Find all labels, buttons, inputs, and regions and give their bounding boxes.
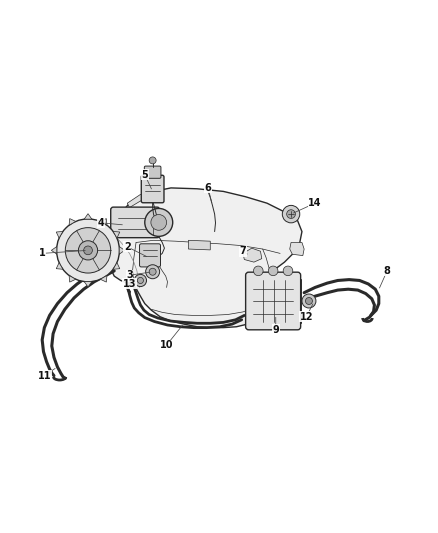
Text: 13: 13 <box>123 279 136 289</box>
Text: 10: 10 <box>160 340 173 350</box>
Circle shape <box>283 266 293 276</box>
Circle shape <box>146 265 159 279</box>
Polygon shape <box>100 219 107 225</box>
Polygon shape <box>119 247 125 254</box>
Text: 12: 12 <box>300 312 313 322</box>
Circle shape <box>151 215 166 230</box>
Text: 14: 14 <box>308 198 322 208</box>
Polygon shape <box>69 276 76 282</box>
Text: 5: 5 <box>141 170 148 180</box>
Polygon shape <box>56 231 63 238</box>
Text: 4: 4 <box>98 218 105 228</box>
Text: 2: 2 <box>124 242 131 252</box>
Circle shape <box>254 266 263 276</box>
Circle shape <box>149 157 156 164</box>
Polygon shape <box>188 240 210 250</box>
Text: 1: 1 <box>39 248 46 259</box>
Polygon shape <box>84 281 92 287</box>
Polygon shape <box>111 188 302 328</box>
Circle shape <box>283 205 300 223</box>
Polygon shape <box>51 247 57 254</box>
Circle shape <box>149 268 156 275</box>
Circle shape <box>134 274 147 287</box>
Circle shape <box>305 297 312 304</box>
Text: 6: 6 <box>205 183 212 193</box>
Polygon shape <box>113 263 120 269</box>
Text: 3: 3 <box>126 270 133 280</box>
Polygon shape <box>56 263 63 269</box>
Text: 7: 7 <box>240 246 247 256</box>
Circle shape <box>287 210 295 219</box>
FancyBboxPatch shape <box>145 166 161 179</box>
FancyBboxPatch shape <box>111 207 159 238</box>
Circle shape <box>65 228 111 273</box>
FancyBboxPatch shape <box>140 244 160 267</box>
Polygon shape <box>69 219 76 225</box>
Polygon shape <box>243 248 262 262</box>
Text: 11: 11 <box>38 370 51 381</box>
Text: 8: 8 <box>384 266 391 276</box>
Circle shape <box>84 246 92 255</box>
Polygon shape <box>100 276 107 282</box>
Text: 9: 9 <box>272 325 279 335</box>
FancyBboxPatch shape <box>246 272 300 330</box>
FancyBboxPatch shape <box>141 175 164 203</box>
Circle shape <box>138 277 144 284</box>
Polygon shape <box>113 231 120 238</box>
Circle shape <box>145 208 173 236</box>
Circle shape <box>302 294 316 308</box>
Polygon shape <box>84 214 92 219</box>
Polygon shape <box>290 243 304 256</box>
Circle shape <box>57 219 120 282</box>
Circle shape <box>268 266 278 276</box>
Polygon shape <box>127 193 150 207</box>
Circle shape <box>78 241 98 260</box>
